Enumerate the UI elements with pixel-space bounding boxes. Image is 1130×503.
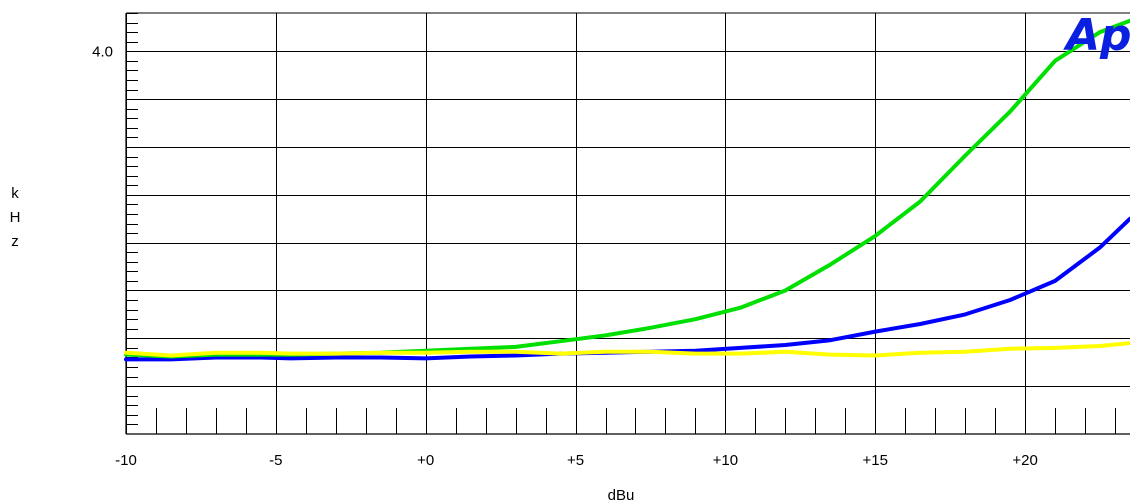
y-axis-title-char: H	[10, 209, 21, 226]
axis-titles: dBu kHz	[10, 185, 635, 503]
y-axis-title-char: z	[11, 233, 19, 250]
x-tick-label: +10	[713, 452, 738, 469]
x-tick-label: +15	[863, 452, 888, 469]
x-tick-label: +20	[1012, 452, 1037, 469]
x-tick-label: -5	[269, 452, 282, 469]
y-axis-title-char: k	[11, 185, 19, 202]
minor-ticks	[126, 13, 1116, 434]
x-tick-labels: -10 -5 +0 +5 +10 +15 +20	[115, 452, 1038, 469]
x-tick-label: +5	[567, 452, 584, 469]
x-axis-title: dBu	[608, 487, 635, 503]
x-tick-label: -10	[115, 452, 137, 469]
series-layer	[124, 18, 1130, 362]
x-tick-label: +0	[417, 452, 434, 469]
y-tick-label: 4.0	[92, 43, 113, 60]
y-tick-labels: 4.0	[92, 43, 113, 60]
grid-lines	[126, 13, 1130, 434]
series-line-2	[124, 341, 1130, 358]
ap-logo: Ap	[1063, 10, 1130, 61]
